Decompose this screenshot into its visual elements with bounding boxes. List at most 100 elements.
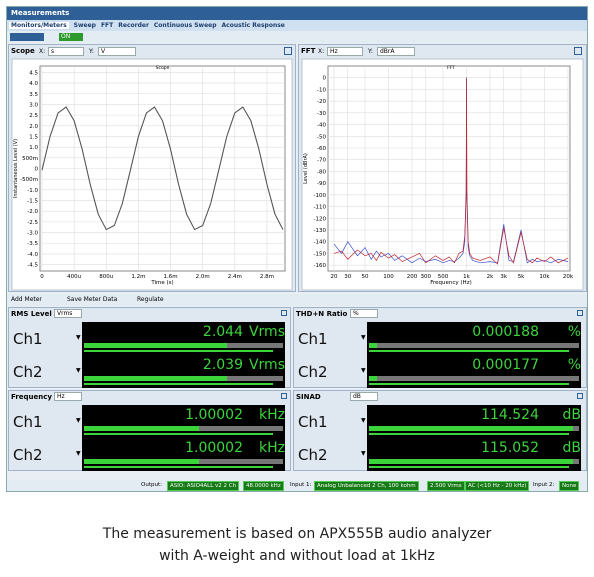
- channel-dropdown[interactable]: ▼: [76, 367, 81, 374]
- tab[interactable]: FFT: [100, 22, 114, 29]
- meter-display: [367, 355, 581, 388]
- y-tick-label: 0: [35, 167, 39, 173]
- channel-dropdown[interactable]: ▼: [76, 450, 81, 457]
- add-meter[interactable]: Add Meter: [11, 296, 42, 303]
- chart-title: FFT: [447, 65, 455, 71]
- close-button[interactable]: [281, 310, 287, 316]
- x-tick-label: 200: [407, 274, 418, 280]
- tab[interactable]: Monitors/Meters: [9, 22, 69, 29]
- series-line: [41, 106, 284, 231]
- y-prefix: Y:: [89, 48, 94, 55]
- y-tick-label: 4.0: [29, 81, 38, 87]
- close-button[interactable]: [577, 393, 583, 399]
- meter-bar: [84, 343, 228, 348]
- input1-device[interactable]: Analog Unbalanced 2 Ch, 100 kohm: [314, 481, 419, 491]
- meter-display: [82, 355, 285, 388]
- input1-range[interactable]: 2.500 Vrms: [427, 481, 465, 491]
- input1-coupling[interactable]: AC (<10 Hz - 20 kHz): [465, 481, 530, 491]
- tab[interactable]: Acoustic Response: [221, 22, 285, 29]
- panel-title: FFT: [301, 47, 316, 55]
- x-tick-label: 20k: [563, 274, 574, 280]
- y-tick-label: 2.0: [29, 124, 38, 130]
- meter-unit[interactable]: Vrms: [54, 309, 82, 318]
- meter-unit[interactable]: %: [350, 309, 378, 318]
- y-tick-label: -120: [314, 216, 327, 222]
- x-unit[interactable]: Hz: [327, 47, 363, 56]
- x-tick-label: 300: [420, 274, 431, 280]
- y-tick-label: -1.5: [27, 199, 38, 205]
- status-bar: Output: ASIO: ASIO4ALL v2 2 Ch 48.0000 k…: [7, 480, 587, 491]
- meter-bar-track: [369, 343, 579, 348]
- y-prefix: Y:: [368, 48, 373, 55]
- y-tick-label: -1.0: [27, 188, 38, 194]
- channel-name: Ch2: [298, 446, 328, 464]
- channel-name: Ch2: [13, 446, 43, 464]
- channel-dropdown[interactable]: ▼: [76, 334, 81, 341]
- x-tick-label: 50: [362, 274, 369, 280]
- caption-line: with A-weight and without load at 1kHz: [159, 548, 435, 564]
- tab[interactable]: Recorder: [118, 22, 149, 29]
- toggle[interactable]: ON: [59, 33, 83, 41]
- x-prefix: X:: [39, 48, 46, 55]
- expand-button[interactable]: [284, 47, 292, 55]
- x-unit[interactable]: s: [48, 47, 84, 56]
- x-tick-label: 2.0m: [196, 274, 210, 280]
- plot-area: [327, 65, 571, 272]
- channel-name: Ch1: [298, 413, 328, 431]
- expand-button[interactable]: [574, 47, 582, 55]
- output-device[interactable]: ASIO: ASIO4ALL v2 2 Ch: [167, 481, 240, 491]
- y-tick-label: -100: [314, 193, 327, 199]
- save-meter-data[interactable]: Save Meter Data: [67, 296, 118, 303]
- meter-unit[interactable]: dB: [350, 392, 378, 401]
- meter-bar: [369, 343, 378, 348]
- meter-bar: [84, 459, 200, 464]
- y-tick-label: 3.5: [29, 92, 38, 98]
- meter-bar-peak: [369, 383, 569, 385]
- meter-bar: [84, 376, 228, 381]
- window-title: Measurements: [7, 7, 587, 20]
- x-tick-label: 3k: [500, 274, 507, 280]
- meter-bar-peak: [84, 383, 274, 385]
- x-tick-label: 500: [438, 274, 449, 280]
- y-unit[interactable]: V: [98, 47, 136, 56]
- meter-value-unit: kHz: [259, 407, 285, 423]
- channel-dropdown[interactable]: ▼: [361, 450, 366, 457]
- meter-unit[interactable]: Hz: [54, 392, 82, 401]
- x-tick-label: 5k: [518, 274, 525, 280]
- y-tick-label: -140: [314, 240, 327, 246]
- meter-value-unit: kHz: [259, 440, 285, 456]
- y-tick-label: 500m: [22, 156, 38, 162]
- tab[interactable]: Sweep: [73, 22, 96, 29]
- y-tick-label: 4.5: [29, 70, 38, 76]
- y-tick-label: -60: [317, 146, 326, 152]
- y-tick-label: -90: [317, 181, 326, 187]
- meter-value: 0.000177: [472, 357, 539, 373]
- y-tick-label: -2.0: [27, 209, 38, 215]
- input2-device[interactable]: None: [559, 481, 580, 491]
- close-button[interactable]: [281, 393, 287, 399]
- meter-bar-peak: [369, 466, 569, 468]
- channel-dropdown[interactable]: ▼: [361, 367, 366, 374]
- tab[interactable]: Continuous Sweep: [153, 22, 217, 29]
- regulate[interactable]: Regulate: [137, 296, 164, 303]
- output-rate[interactable]: 48.0000 kHz: [243, 481, 284, 491]
- channel-dropdown[interactable]: ▼: [361, 334, 366, 341]
- meter-display: [82, 438, 285, 471]
- y-tick-label: -160: [314, 263, 327, 269]
- meter-value: 115.052: [481, 440, 539, 456]
- channel-dropdown[interactable]: ▼: [361, 417, 366, 424]
- toolbar-icons[interactable]: [10, 33, 44, 41]
- meter-bar-peak: [84, 350, 274, 352]
- channel-name: Ch2: [298, 363, 328, 381]
- y-tick-label: -150: [314, 251, 327, 257]
- y-tick-label: -30: [317, 111, 326, 117]
- output-label: Output:: [141, 482, 162, 488]
- input1-label: Input 1:: [290, 482, 312, 488]
- meter-bar: [369, 426, 573, 431]
- close-button[interactable]: [577, 310, 583, 316]
- channel-dropdown[interactable]: ▼: [76, 417, 81, 424]
- input2-label: Input 2:: [533, 482, 555, 488]
- y-unit[interactable]: dBrA: [377, 47, 415, 56]
- x-tick-label: 2.8m: [260, 274, 274, 280]
